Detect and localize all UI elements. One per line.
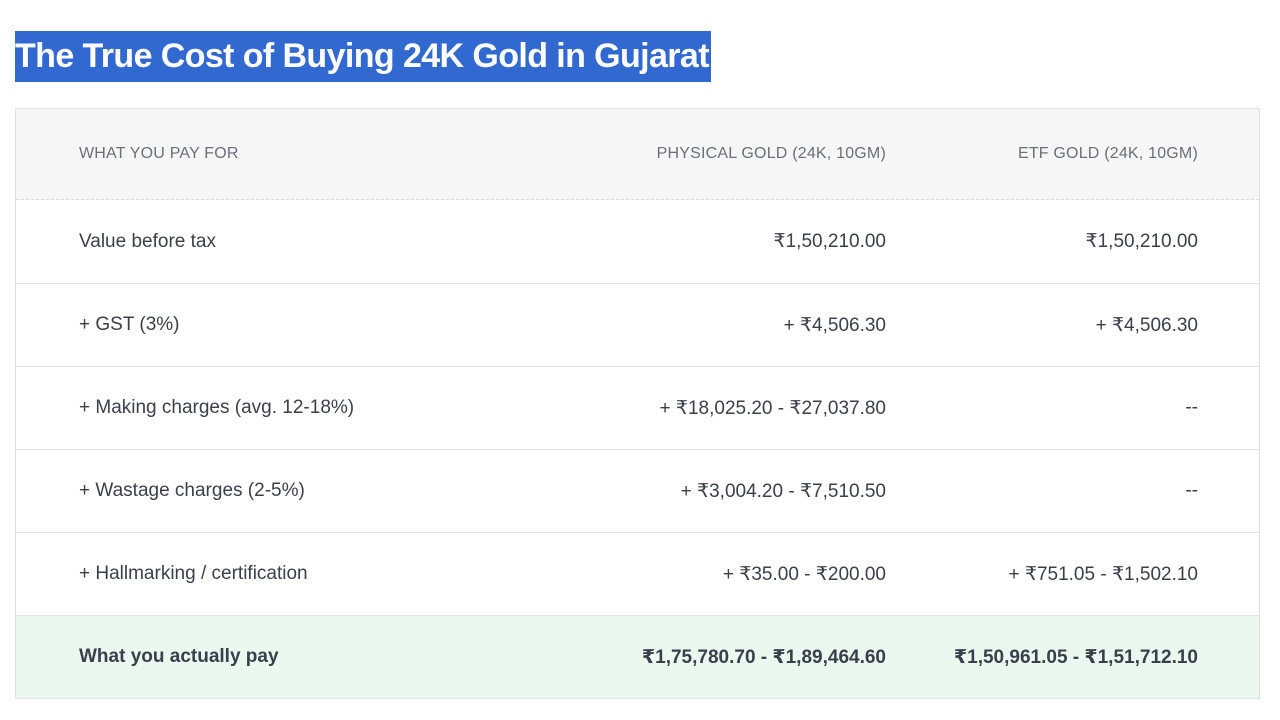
table-row: + GST (3%) + ₹4,506.30 + ₹4,506.30 bbox=[16, 283, 1259, 366]
physical-gold-value: + ₹18,025.20 - ₹27,037.80 bbox=[659, 397, 887, 419]
physical-gold-value: + ₹35.00 - ₹200.00 bbox=[722, 563, 886, 585]
row-label: + Wastage charges (2-5%) bbox=[79, 480, 305, 501]
cost-comparison-table: WHAT YOU PAY FOR PHYSICAL GOLD (24K, 10G… bbox=[15, 108, 1260, 699]
row-label: Value before tax bbox=[79, 230, 216, 252]
etf-gold-value: + ₹751.05 - ₹1,502.10 bbox=[1008, 563, 1198, 585]
row-label: + Hallmarking / certification bbox=[79, 563, 308, 584]
etf-gold-value: -- bbox=[1185, 480, 1198, 501]
page-title: The True Cost of Buying 24K Gold in Guja… bbox=[15, 31, 711, 82]
table-row: + Wastage charges (2-5%) + ₹3,004.20 - ₹… bbox=[16, 449, 1259, 532]
table-header-row: WHAT YOU PAY FOR PHYSICAL GOLD (24K, 10G… bbox=[16, 109, 1259, 200]
etf-gold-total: ₹1,50,961.05 - ₹1,51,712.10 bbox=[953, 646, 1198, 668]
table-row: Value before tax ₹1,50,210.00 ₹1,50,210.… bbox=[16, 200, 1259, 283]
physical-gold-total: ₹1,75,780.70 - ₹1,89,464.60 bbox=[641, 646, 886, 668]
total-label: What you actually pay bbox=[79, 646, 279, 667]
header-physical-gold: PHYSICAL GOLD (24K, 10GM) bbox=[656, 145, 886, 162]
physical-gold-value: ₹1,50,210.00 bbox=[773, 231, 886, 252]
physical-gold-value: + ₹3,004.20 - ₹7,510.50 bbox=[680, 480, 886, 502]
header-etf-gold: ETF GOLD (24K, 10GM) bbox=[1017, 145, 1198, 162]
etf-gold-value: ₹1,50,210.00 bbox=[1085, 231, 1198, 252]
etf-gold-value: + ₹4,506.30 bbox=[1095, 314, 1198, 336]
row-label: + GST (3%) bbox=[79, 314, 180, 335]
physical-gold-value: + ₹4,506.30 bbox=[783, 314, 886, 336]
table-row: + Making charges (avg. 12-18%) + ₹18,025… bbox=[16, 366, 1259, 449]
row-label: + Making charges (avg. 12-18%) bbox=[79, 397, 355, 418]
table-total-row: What you actually pay ₹1,75,780.70 - ₹1,… bbox=[16, 615, 1259, 698]
etf-gold-value: -- bbox=[1185, 397, 1198, 418]
table-row: + Hallmarking / certification + ₹35.00 -… bbox=[16, 532, 1259, 615]
header-what-you-pay-for: WHAT YOU PAY FOR bbox=[79, 145, 239, 162]
